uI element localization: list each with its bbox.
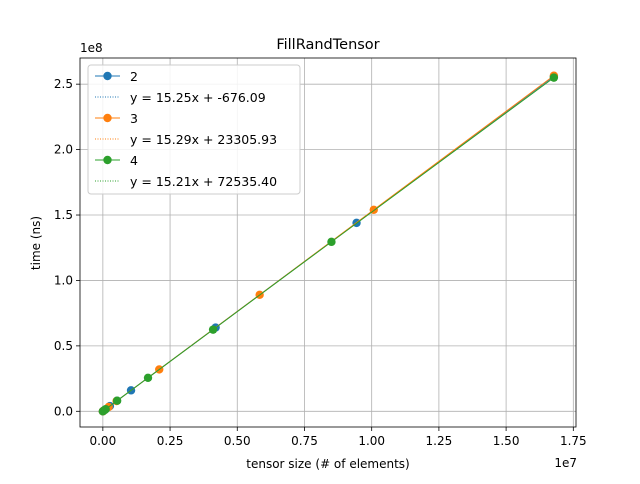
legend-entry-4: 4 y = 15.21x + 72535.40 [95, 153, 277, 189]
plot-frame [79, 57, 577, 428]
data-point [327, 237, 336, 247]
legend-label: 4 [130, 153, 138, 168]
legend-label: 2 [130, 69, 138, 84]
data-point [101, 405, 110, 414]
legend-fit-label: y = 15.25x + -676.09 [130, 90, 266, 105]
legend: 2 y = 15.25x + -676.09 3 y = 15.29x + 23305… [87, 64, 301, 195]
x-tick-label: 1.00 [358, 434, 385, 448]
y-tick-label: 2.5 [54, 77, 73, 91]
x-tick-label: 1.25 [426, 434, 453, 448]
x-tick-label: 1.75 [560, 434, 587, 448]
y-axis-offset-label: 1e8 [80, 41, 103, 55]
x-tick-label: 0.25 [157, 434, 184, 448]
legend-marker [103, 113, 112, 123]
data-point [208, 325, 218, 334]
legend-fit-label: y = 15.29x + 23305.93 [130, 132, 277, 147]
legend-fit-label: y = 15.21x + 72535.40 [130, 174, 277, 189]
x-tick-label: 0.00 [89, 434, 116, 448]
x-tick-label: 0.75 [291, 434, 318, 448]
y-tick-label: 0.0 [54, 404, 73, 418]
chart-title: FillRandTensor [276, 37, 379, 53]
legend-marker [103, 155, 112, 165]
y-axis-label: time (ns) [29, 216, 43, 270]
legend-box [87, 64, 301, 195]
y-tick-label: 1.5 [54, 208, 73, 222]
x-axis-offset-label: 1e7 [554, 456, 577, 470]
legend-entry-3: 3 y = 15.29x + 23305.93 [95, 111, 277, 147]
legend-label: 3 [130, 111, 138, 126]
x-tick-label: 1.50 [493, 434, 520, 448]
y-tick-label: 1.0 [54, 273, 73, 287]
legend-entry-2: 2 y = 15.25x + -676.09 [95, 69, 266, 105]
series-4 [98, 73, 559, 416]
y-tick-label: 0.5 [54, 339, 73, 353]
axes: 0.00 0.25 0.50 0.75 1.00 1.25 1.50 1.75 0.0 0.5 1.… [54, 57, 587, 448]
legend-marker [103, 71, 112, 81]
x-tick-label: 0.50 [224, 434, 251, 448]
data-point [549, 73, 559, 82]
y-tick-label: 2.0 [54, 143, 73, 157]
data-point [143, 373, 153, 382]
series-layer [98, 71, 559, 416]
data-point [112, 396, 122, 405]
x-axis-label: tensor size (# of elements) [246, 457, 409, 471]
